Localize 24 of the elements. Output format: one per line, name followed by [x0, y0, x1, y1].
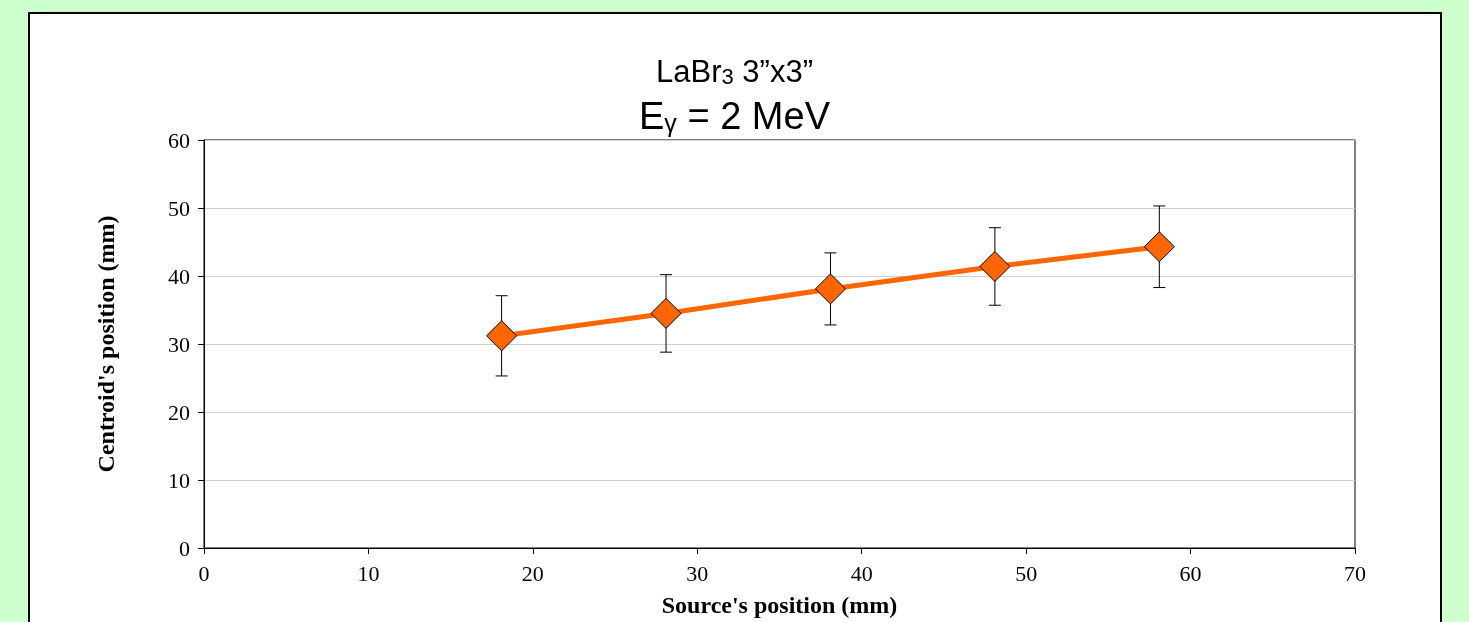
- y-tick-label: 60: [168, 127, 190, 153]
- x-tick-label: 30: [686, 560, 709, 586]
- x-tick-label: 10: [357, 560, 380, 586]
- chart-title: LaBr3 3”x3”: [656, 54, 813, 89]
- point: [486, 320, 518, 352]
- x-tick-label: 40: [850, 560, 873, 586]
- x-tick-label: 0: [198, 560, 210, 586]
- point: [979, 250, 1011, 282]
- y-tick-label: 30: [168, 331, 190, 357]
- point: [650, 297, 682, 329]
- y-tick-label: 50: [168, 195, 190, 221]
- x-tick-label: 50: [1015, 560, 1038, 586]
- point: [814, 273, 846, 305]
- point: [1143, 231, 1175, 263]
- y-axis-title: Centroid's position (mm): [93, 215, 119, 473]
- chart-subtitle: Eγ = 2 MeV: [639, 95, 831, 137]
- y-tick-label: 40: [168, 263, 190, 289]
- x-tick-label: 70: [1344, 560, 1366, 586]
- y-tick-label: 20: [168, 399, 190, 425]
- y-tick-label: 10: [168, 467, 190, 493]
- y-tick-label: 0: [179, 535, 190, 561]
- x-tick-label: 60: [1179, 560, 1202, 586]
- x-tick-label: 20: [521, 560, 544, 586]
- x-axis-title: Source's position (mm): [661, 592, 898, 618]
